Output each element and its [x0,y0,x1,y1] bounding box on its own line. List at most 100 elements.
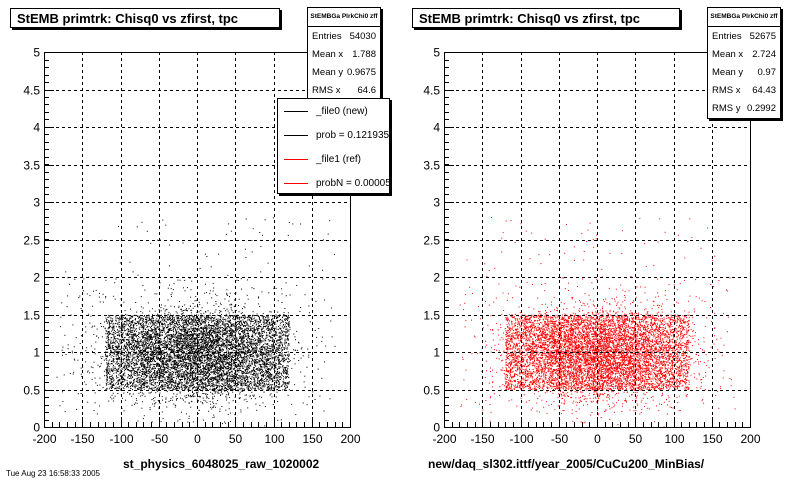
scatter-point [194,386,196,388]
scatter-point [118,356,119,358]
scatter-point [271,353,273,355]
scatter-point [110,333,112,334]
scatter-point [258,341,260,343]
scatter-point [278,384,280,386]
scatter-point [116,323,118,325]
scatter-point [191,344,193,346]
scatter-point [191,339,193,341]
scatter-point [276,369,278,371]
scatter-point [180,318,182,320]
scatter-point [131,321,133,323]
scatter-point [179,328,181,330]
scatter-point [171,345,173,347]
scatter-point [187,379,188,380]
scatter-point [144,378,146,380]
scatter-point [154,355,156,357]
scatter-point [107,369,108,371]
scatter-point [288,344,290,346]
scatter-point [229,380,231,382]
scatter-point [139,341,141,343]
scatter-point [265,371,267,373]
scatter-point [197,380,199,381]
scatter-point [241,375,243,377]
scatter-point [287,335,289,337]
scatter-point [215,324,217,326]
scatter-point [263,330,265,332]
scatter-point [112,369,114,371]
scatter-point [142,371,144,373]
scatter-point [144,321,146,323]
scatter-point [186,375,188,377]
scatter-point [282,371,284,373]
scatter-point [265,380,267,382]
scatter-point [130,343,132,345]
scatter-point [190,326,192,328]
scatter-point [265,376,267,378]
scatter-point [255,374,257,376]
scatter-point [257,339,259,341]
scatter-point [251,355,253,357]
scatter-point [237,318,239,320]
scatter-point [230,329,232,331]
scatter-point [281,329,283,331]
scatter-point [226,334,228,336]
scatter-point [153,378,155,380]
scatter-point [167,317,169,318]
scatter-point [241,375,243,377]
scatter-point [164,327,166,329]
scatter-point [167,370,169,372]
scatter-point [279,347,280,349]
scatter-point [258,355,260,357]
scatter-point [119,342,121,344]
scatter-point [106,372,108,374]
scatter-point [231,370,233,372]
scatter-point [270,362,272,364]
scatter-point [244,354,245,356]
scatter-point [224,326,226,328]
scatter-point [154,379,156,381]
scatter-point [181,385,183,387]
scatter-point [136,325,138,327]
scatter-point [129,336,131,338]
scatter-point [114,343,116,345]
scatter-point [208,374,210,376]
scatter-point [251,317,252,319]
scatter-point [119,348,120,350]
scatter-point [269,354,271,356]
scatter-point [171,385,173,386]
scatter-point [117,329,118,331]
scatter-point [179,386,181,388]
scatter-point [240,349,242,351]
scatter-point [165,380,167,381]
scatter-point [247,377,248,379]
scatter-point [192,385,193,387]
scatter-point [108,383,110,385]
scatter-point [230,346,231,348]
scatter-point [198,355,200,357]
scatter-point [241,387,243,389]
scatter-point [228,336,230,338]
scatter-point [275,316,277,318]
scatter-point [141,353,143,355]
scatter-point [157,316,159,318]
scatter-point [177,324,179,325]
scatter-point [262,327,264,329]
scatter-point [133,350,135,352]
scatter-point [269,329,271,331]
scatter-point [119,387,120,389]
scatter-point [175,380,177,382]
scatter-point [145,317,147,319]
scatter-point [131,350,133,352]
scatter-point [242,343,243,345]
scatter-point [109,353,111,355]
scatter-point [114,388,116,390]
scatter-point [254,375,256,377]
scatter-point [189,362,191,364]
scatter-point [106,383,108,385]
scatter-point [247,335,249,337]
scatter-point [184,371,185,373]
scatter-point [202,368,204,370]
scatter-point [126,352,127,354]
scatter-point [109,315,111,317]
scatter-point [107,342,109,344]
